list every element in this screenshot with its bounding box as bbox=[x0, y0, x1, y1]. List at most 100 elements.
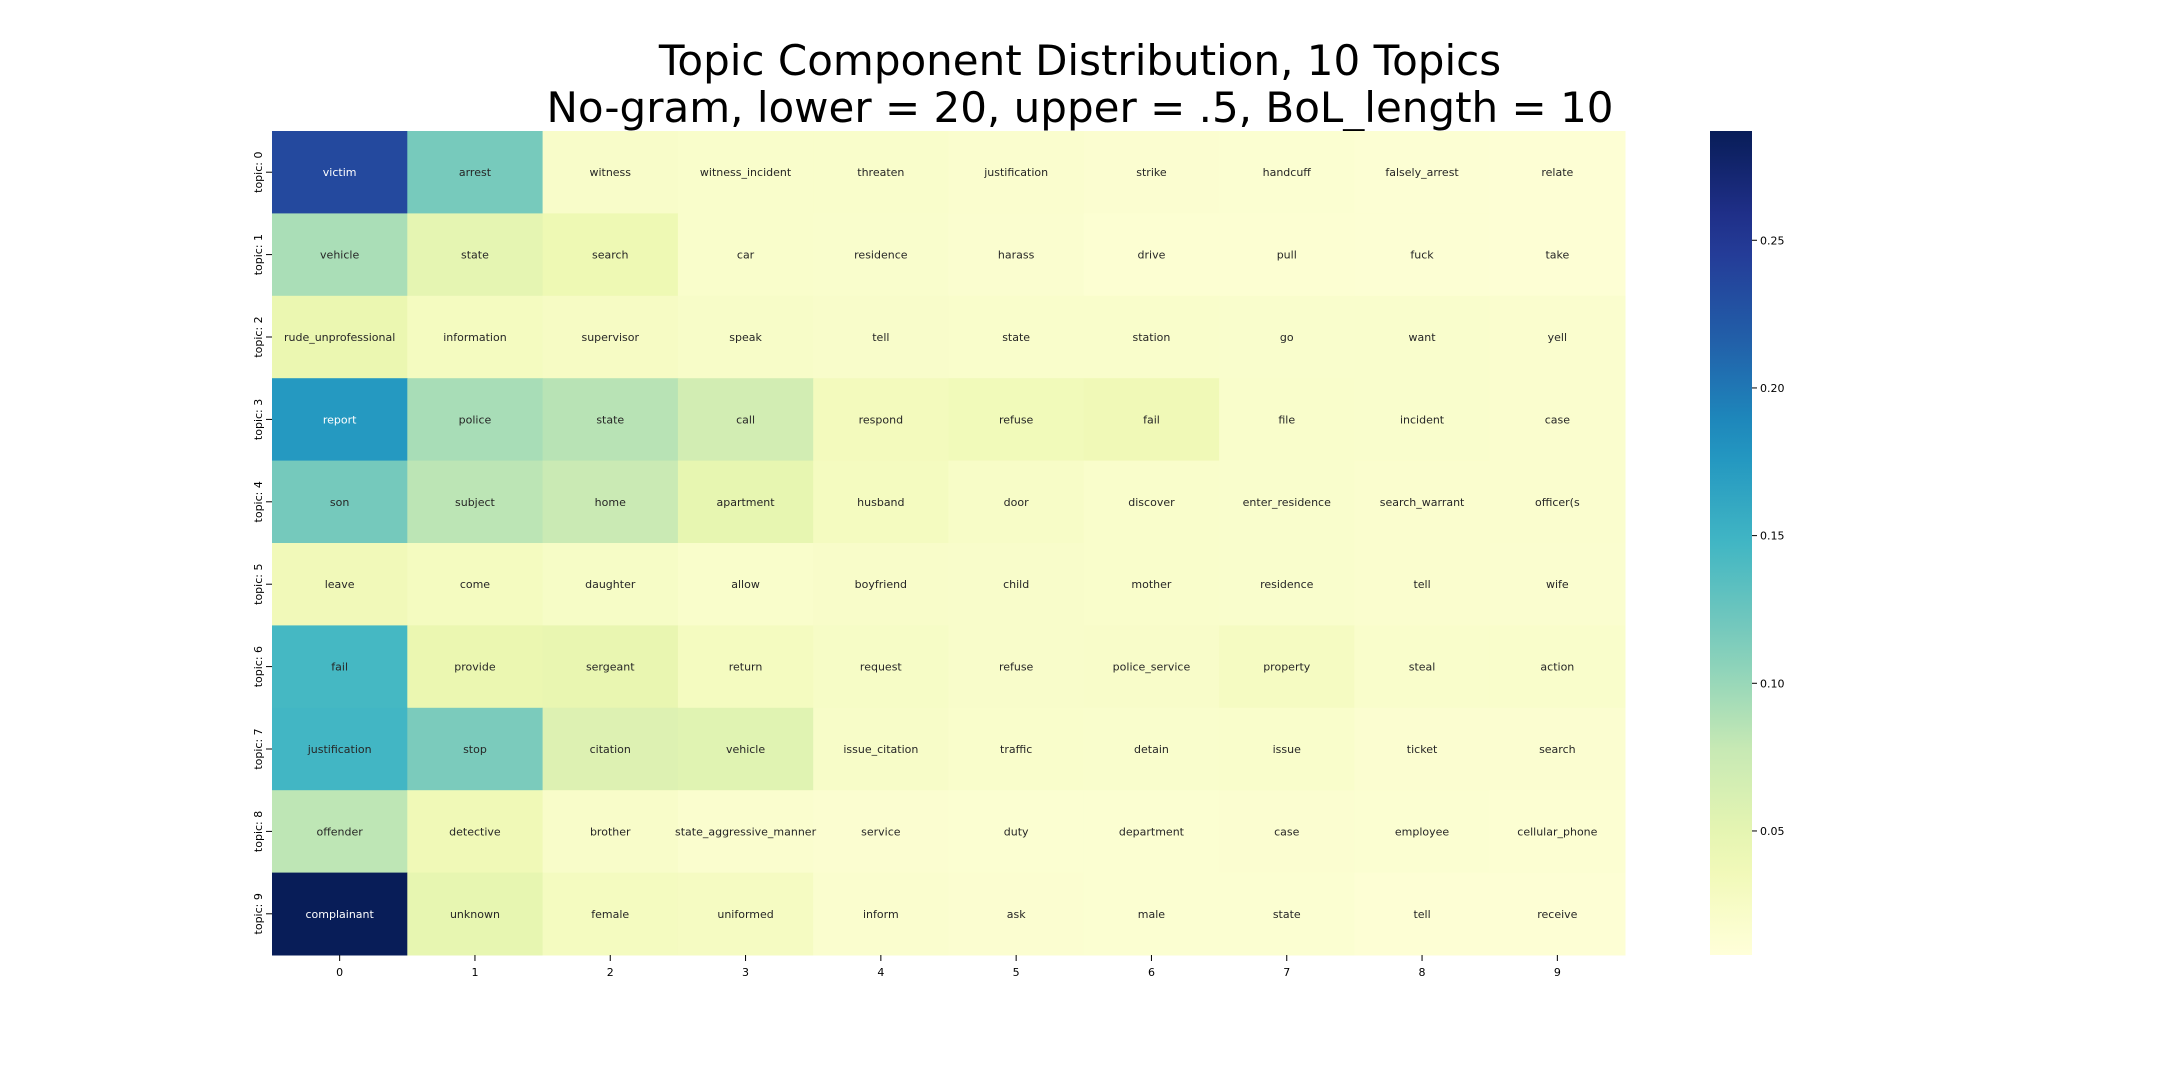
colorbar-tick-label: 0.20 bbox=[1760, 382, 1785, 395]
heatmap-cell bbox=[272, 707, 408, 791]
heatmap-cell bbox=[542, 872, 679, 956]
heatmap-cell bbox=[677, 460, 814, 544]
cell-word-label: allow bbox=[731, 578, 760, 591]
cell-word-label: enter_residence bbox=[1243, 496, 1331, 509]
cell-word-label: state bbox=[596, 413, 624, 426]
y-tick-label: topic: 8 bbox=[252, 811, 265, 852]
cell-word-label: yell bbox=[1548, 331, 1567, 344]
cell-word-label: traffic bbox=[1000, 743, 1032, 756]
y-tick-label: topic: 0 bbox=[252, 152, 265, 193]
cell-word-label: home bbox=[595, 496, 626, 509]
heatmap-cell bbox=[1489, 625, 1626, 709]
cell-word-label: fuck bbox=[1410, 249, 1434, 262]
cell-word-label: uniformed bbox=[717, 908, 773, 921]
heatmap-cell bbox=[1354, 295, 1491, 379]
cell-word-label: come bbox=[460, 578, 490, 591]
cell-word-label: threaten bbox=[857, 166, 904, 179]
cell-word-label: pull bbox=[1277, 249, 1297, 262]
heatmap-cell bbox=[1354, 460, 1491, 544]
cell-word-label: inform bbox=[863, 908, 899, 921]
cell-word-label: incident bbox=[1400, 413, 1445, 426]
heatmap-cell bbox=[1354, 131, 1491, 214]
heatmap-cell bbox=[1219, 378, 1355, 462]
x-tick-label: 3 bbox=[742, 966, 749, 979]
heatmap-cell bbox=[542, 295, 679, 379]
heatmap-cell bbox=[1083, 460, 1220, 544]
cell-word-label: residence bbox=[1260, 578, 1314, 591]
heatmap-cell bbox=[1219, 707, 1355, 791]
heatmap-cell bbox=[407, 872, 544, 956]
heatmap-cell bbox=[677, 872, 814, 956]
x-tick-label: 7 bbox=[1283, 966, 1290, 979]
cell-word-label: property bbox=[1263, 661, 1311, 674]
cell-word-label: request bbox=[860, 661, 903, 674]
cell-word-label: receive bbox=[1537, 908, 1577, 921]
heatmap-cell bbox=[813, 378, 949, 462]
heatmap-cell bbox=[677, 378, 814, 462]
heatmap-cell bbox=[1219, 872, 1355, 956]
heatmap-cell bbox=[542, 213, 679, 297]
cell-word-label: offender bbox=[316, 825, 363, 838]
colorbar-tick-label: 0.05 bbox=[1760, 825, 1785, 838]
heatmap-cell bbox=[407, 625, 544, 709]
heatmap-cell bbox=[542, 625, 679, 709]
cell-word-label: justification bbox=[983, 166, 1048, 179]
heatmap-cell bbox=[677, 543, 814, 626]
cell-word-label: state bbox=[1002, 331, 1030, 344]
heatmap-cell bbox=[948, 131, 1085, 214]
y-tick-label: topic: 6 bbox=[252, 646, 265, 687]
x-tick-label: 0 bbox=[336, 966, 343, 979]
heatmap-cell bbox=[948, 790, 1085, 874]
cell-word-label: refuse bbox=[999, 413, 1034, 426]
heatmap-cell bbox=[1083, 131, 1220, 214]
heatmap-cell bbox=[1489, 213, 1626, 297]
chart-title: Topic Component Distribution, 10 Topics bbox=[658, 36, 1501, 85]
cell-word-label: want bbox=[1409, 331, 1437, 344]
colorbar-tick-label: 0.15 bbox=[1760, 530, 1785, 543]
cell-word-label: fail bbox=[331, 661, 348, 674]
cell-word-label: ticket bbox=[1407, 743, 1438, 756]
heatmap-cell bbox=[407, 707, 544, 791]
cell-word-label: detective bbox=[449, 825, 501, 838]
cell-word-label: detain bbox=[1134, 743, 1169, 756]
x-tick-label: 2 bbox=[607, 966, 614, 979]
cell-word-label: vehicle bbox=[726, 743, 765, 756]
cell-word-label: boyfriend bbox=[855, 578, 907, 591]
y-tick-label: topic: 7 bbox=[252, 728, 265, 769]
heatmap-cell bbox=[272, 625, 408, 709]
cell-word-label: arrest bbox=[459, 166, 492, 179]
cell-word-label: husband bbox=[857, 496, 904, 509]
cell-word-label: drive bbox=[1138, 249, 1166, 262]
heatmap-cell bbox=[1354, 707, 1491, 791]
cell-word-label: report bbox=[323, 413, 357, 426]
chart-subtitle: No-gram, lower = 20, upper = .5, BoL_len… bbox=[546, 83, 1613, 132]
cell-word-label: relate bbox=[1541, 166, 1573, 179]
heatmap-cell bbox=[1083, 378, 1220, 462]
heatmap-cell bbox=[407, 543, 544, 626]
heatmap-cell bbox=[272, 460, 408, 544]
heatmap-cell bbox=[948, 872, 1085, 956]
y-tick-label: topic: 9 bbox=[252, 893, 265, 934]
heatmap-cell bbox=[948, 625, 1085, 709]
heatmap-cell bbox=[1219, 295, 1355, 379]
cell-word-label: falsely_arrest bbox=[1385, 166, 1459, 179]
y-axis: topic: 0 topic: 1 topic: 2 topic: 3 topic: 4… bbox=[252, 152, 272, 934]
cell-word-label: state bbox=[461, 249, 489, 262]
heatmap-cell bbox=[542, 378, 679, 462]
heatmap-cell bbox=[948, 213, 1085, 297]
heatmap-cell bbox=[1083, 872, 1220, 956]
heatmap-cell bbox=[677, 790, 814, 874]
cell-word-label: complainant bbox=[305, 908, 374, 921]
cell-word-label: case bbox=[1274, 825, 1300, 838]
heatmap-cell bbox=[948, 378, 1085, 462]
cell-word-label: service bbox=[861, 825, 901, 838]
cell-word-label: duty bbox=[1004, 825, 1029, 838]
cell-word-label: information bbox=[443, 331, 507, 344]
heatmap-cell bbox=[407, 790, 544, 874]
cell-word-label: strike bbox=[1136, 166, 1167, 179]
heatmap-cell bbox=[1083, 213, 1220, 297]
heatmap-cell bbox=[1219, 625, 1355, 709]
heatmap-cell bbox=[948, 295, 1085, 379]
heatmap-cell bbox=[407, 131, 544, 214]
heatmap-cell bbox=[948, 460, 1085, 544]
